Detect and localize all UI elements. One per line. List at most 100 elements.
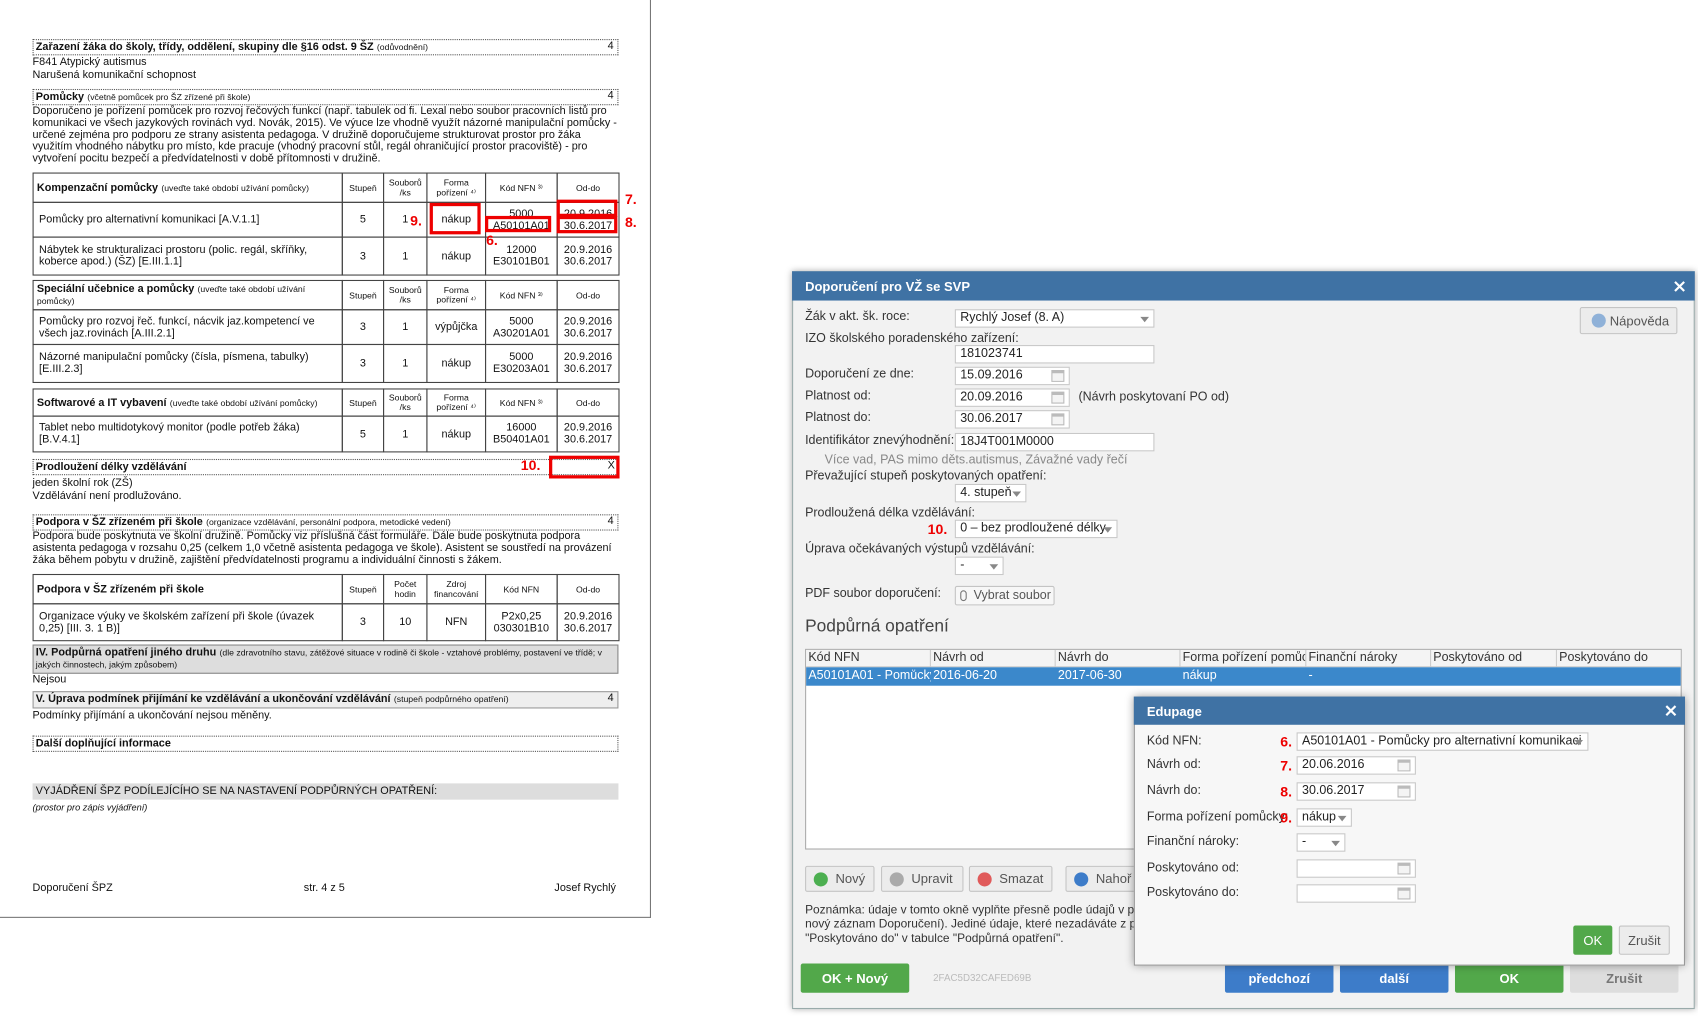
text-field[interactable]: 30.06.2017 <box>1296 782 1416 801</box>
table-header-cell: Od-do <box>556 388 620 417</box>
footer-button[interactable]: Zrušit <box>1569 963 1679 993</box>
table-note: (uveďte také období užívání pomůcky) <box>36 284 306 306</box>
table-title-text: Softwarové a IT vybavení <box>36 396 167 409</box>
section-level: 4 <box>607 90 614 102</box>
table-cell: 5 <box>341 415 385 453</box>
grid-header-cell: Poskytováno od <box>1433 651 1523 665</box>
field-label: PDF soubor doporučení: <box>805 586 942 601</box>
table-title: Kompenzační pomůcky (uveďte také období u… <box>37 182 309 194</box>
section-title: Zařazení žáka do školy, třídy, oddělení,… <box>35 41 374 54</box>
close-button[interactable] <box>1674 281 1685 292</box>
text-field[interactable]: 20.09.2016 <box>954 388 1070 407</box>
dropdown[interactable]: - <box>1296 833 1346 852</box>
text-field[interactable] <box>1296 884 1416 903</box>
field-label: IZO školského poradenského zařízení: <box>805 332 1019 346</box>
table-header-cell: Stupeň <box>341 573 385 605</box>
field-label: Žák v akt. šk. roce: <box>805 310 910 324</box>
icon <box>813 872 828 887</box>
section-mark: X <box>607 460 615 472</box>
callout-number: 9. <box>1280 809 1293 826</box>
field-label: Úprava očekávaných výstupů vzdělávání: <box>805 542 1035 556</box>
table-cell: 3 <box>341 236 385 276</box>
close-button[interactable] <box>1665 705 1677 717</box>
field-hint: Více vad, PAS mimo děts.autismus, Závažn… <box>824 453 1128 467</box>
text-line: Narušená komunikační schopnost <box>32 69 196 82</box>
callout-number: 8. <box>624 213 637 231</box>
grid-column-divider <box>1054 649 1056 668</box>
statement-note: (prostor pro zápis vyjádření) <box>32 801 148 813</box>
field-label: Návrh od: <box>1146 758 1201 772</box>
dropdown[interactable]: A50101A01 - Pomůcky pro alternativní kom… <box>1296 732 1589 751</box>
table-header-cell: Od-do <box>556 279 620 311</box>
callout-number: 6. <box>486 232 498 249</box>
table-cell: nákup <box>426 343 487 384</box>
table-header-cell: Od-do <box>556 573 620 605</box>
grid-cell: 2017-06-30 <box>1057 669 1122 683</box>
section-heading: Zařazení žáka do školy, třídy, oddělení,… <box>32 39 619 56</box>
footer-button[interactable]: OK <box>1454 963 1564 993</box>
table-title: Softwarové a IT vybavení (uveďte také obd… <box>37 397 318 409</box>
text-field[interactable]: 30.06.2017 <box>954 410 1070 429</box>
grid-column-divider <box>1555 649 1557 668</box>
field-hint: (Návrh poskytovaní PO od) <box>1078 390 1229 404</box>
table-cell: nákup <box>426 415 487 453</box>
grid-column-divider <box>1430 649 1432 668</box>
table-cell: 3 <box>341 603 385 642</box>
table-cell: 20.9.2016 30.6.2017 <box>556 603 620 642</box>
table-header-cell: Počet hodin <box>383 573 428 605</box>
field-label: Poskytováno do: <box>1146 886 1240 900</box>
grid-header-cell: Kód NFN <box>808 651 860 665</box>
calendar-icon <box>1397 759 1411 772</box>
dropdown[interactable]: - <box>954 556 1004 576</box>
dropdown-arrow <box>1337 815 1347 822</box>
table-header-cell: Souborů /ks <box>383 388 428 417</box>
grid-header-cell: Finanční nároky <box>1308 651 1398 665</box>
table-header-cell: Stupeň <box>341 388 385 417</box>
text-field[interactable] <box>1296 859 1416 878</box>
cancel-button[interactable]: Zrušit <box>1618 925 1670 955</box>
text-line: Nejsou <box>32 673 67 686</box>
text-field[interactable]: 15.09.2016 <box>954 366 1070 386</box>
icon <box>1591 313 1606 328</box>
dropdown[interactable]: nákup <box>1296 808 1352 827</box>
record-code: 2FAC5D32CAFED69B <box>933 972 1032 984</box>
footer-button[interactable]: OK + Nový <box>800 963 910 993</box>
text-field[interactable]: 18J4T001M0000 <box>954 432 1155 452</box>
section-note: (stupeň podpůrného opatření) <box>393 694 509 705</box>
grid-cell: 2016-06-20 <box>933 669 997 683</box>
table-header-cell: Forma pořízení ⁴⁾ <box>426 279 487 311</box>
grid-header-cell: Návrh do <box>1057 651 1109 665</box>
dropdown-arrow <box>989 564 999 570</box>
table-cell: 20.9.2016 30.6.2017 <box>556 309 620 346</box>
table-cell: Nábytek ke strukturalizaci prostoru (pol… <box>32 236 343 276</box>
grid-header <box>806 649 1681 668</box>
callout-number: 6. <box>1280 733 1293 750</box>
table-header-cell: Speciální učebnice a pomůcky (uveďte také… <box>32 279 343 311</box>
dropdown[interactable]: Rychlý Josef (8. A) <box>954 309 1155 328</box>
table-header-cell: Kód NFN ³⁾ <box>484 388 558 417</box>
table-header-cell: Stupeň <box>341 279 385 311</box>
dialog-titlebar: Doporučení pro VŽ se SVP <box>792 271 1695 301</box>
table-header-cell: Podpora v ŠZ zřízeném při škole <box>32 573 343 605</box>
text-field[interactable]: 181023741 <box>954 345 1155 364</box>
dropdown[interactable]: 4. stupeň <box>954 483 1027 503</box>
footer-button[interactable]: předchozí <box>1224 963 1334 993</box>
grid-row-selected[interactable] <box>806 667 1681 686</box>
table-cell: 1 <box>383 343 428 384</box>
footer-button[interactable]: další <box>1339 963 1449 993</box>
file-button[interactable]: Vybrat soubor <box>954 585 1055 606</box>
table-cell: 20.9.2016 30.6.2017 <box>556 415 620 453</box>
ok-button[interactable]: OK <box>1573 925 1613 955</box>
text-field[interactable]: 20.06.2016 <box>1296 756 1416 775</box>
edupage-titlebar: Edupage <box>1133 696 1686 725</box>
table-title-text: Kompenzační pomůcky <box>36 181 159 194</box>
section-heading: Další doplňující informace <box>32 735 619 752</box>
calendar-icon <box>1051 369 1065 382</box>
highlight-box <box>556 199 618 217</box>
callout-number: 9. <box>410 212 422 229</box>
field-label: Poskytováno od: <box>1146 861 1240 875</box>
dropdown[interactable]: 0 – bez prodloužené délky <box>954 519 1118 539</box>
table-title: Podpora v ŠZ zřízeném při škole <box>37 583 204 595</box>
callout-number: 10. <box>927 520 948 538</box>
table-cell: NFN <box>426 603 487 642</box>
